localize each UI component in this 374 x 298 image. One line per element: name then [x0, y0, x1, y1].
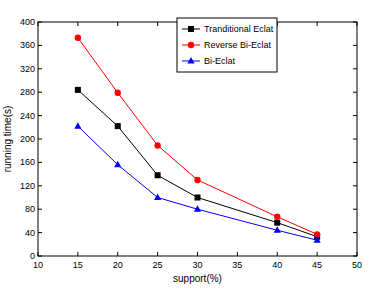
- x-tick-label: 15: [73, 260, 83, 270]
- x-axis-label: support(%): [173, 273, 222, 284]
- y-tick: [38, 209, 42, 210]
- y-tick: [38, 162, 42, 163]
- x-tick-top: [77, 22, 78, 26]
- x-tick-label: 50: [352, 260, 362, 270]
- series-marker: [115, 90, 121, 96]
- series-marker: [195, 195, 201, 201]
- x-tick: [317, 252, 318, 256]
- x-tick: [157, 252, 158, 256]
- y-tick-label: 40: [25, 228, 35, 238]
- chart-container: 10 15 20 25 30 35 40 45 50 0 40 80 120 160 200 240 280 32…: [0, 0, 374, 298]
- y-tick-right: [353, 115, 357, 116]
- series-marker: [314, 236, 321, 243]
- legend-marker: [188, 26, 194, 32]
- y-tick: [38, 232, 42, 233]
- x-tick-label: 45: [312, 260, 322, 270]
- legend-marker: [187, 57, 194, 64]
- x-tick: [117, 252, 118, 256]
- legend-label: Tranditional Eclat: [204, 24, 274, 34]
- series-marker: [74, 122, 81, 129]
- series-line: [78, 126, 317, 240]
- chart-svg: 10 15 20 25 30 35 40 45 50 0 40 80 120 160 200 240 280 32…: [0, 0, 374, 298]
- x-tick: [77, 252, 78, 256]
- y-tick-label: 0: [30, 251, 35, 261]
- y-tick-right: [353, 139, 357, 140]
- series-marker: [194, 205, 201, 212]
- x-tick-top: [357, 22, 358, 26]
- y-tick: [38, 115, 42, 116]
- x-tick-label: 30: [192, 260, 202, 270]
- series-marker: [154, 194, 161, 201]
- x-tick-label: 35: [232, 260, 242, 270]
- series-marker: [114, 161, 121, 168]
- y-tick-right: [353, 45, 357, 46]
- series-marker: [154, 142, 160, 148]
- y-tick-label: 320: [20, 64, 35, 74]
- x-tick-top: [38, 22, 39, 26]
- y-tick: [38, 139, 42, 140]
- x-tick-label: 10: [33, 260, 43, 270]
- y-tick: [38, 185, 42, 186]
- y-tick: [38, 68, 42, 69]
- y-tick-right: [353, 185, 357, 186]
- legend-label: Bi-Eclat: [204, 56, 236, 66]
- y-tick: [38, 22, 42, 23]
- y-tick-label: 360: [20, 40, 35, 50]
- legend-box: [177, 18, 277, 72]
- y-tick-right: [353, 256, 357, 257]
- legend-marker: [188, 42, 194, 48]
- y-tick-label: 240: [20, 111, 35, 121]
- y-tick-label: 400: [20, 17, 35, 27]
- series-marker: [75, 87, 81, 93]
- y-tick-right: [353, 162, 357, 163]
- series-marker: [194, 177, 200, 183]
- x-tick: [357, 252, 358, 256]
- series-marker: [274, 226, 281, 233]
- y-tick-label: 120: [20, 181, 35, 191]
- x-tick: [277, 252, 278, 256]
- legend-label: Reverse Bi-Eclat: [204, 40, 272, 50]
- series-marker: [115, 123, 121, 129]
- y-tick-right: [353, 232, 357, 233]
- x-tick-label: 40: [272, 260, 282, 270]
- x-tick: [237, 252, 238, 256]
- series-marker: [155, 172, 161, 178]
- y-tick-label: 200: [20, 134, 35, 144]
- y-axis-label: running time(s): [2, 106, 13, 173]
- x-tick-label: 25: [153, 260, 163, 270]
- y-tick-label: 80: [25, 204, 35, 214]
- x-tick: [197, 252, 198, 256]
- x-tick-top: [317, 22, 318, 26]
- x-tick-label: 20: [113, 260, 123, 270]
- y-tick-right: [353, 68, 357, 69]
- series-marker: [274, 220, 280, 226]
- y-tick-right: [353, 209, 357, 210]
- y-tick-label: 280: [20, 87, 35, 97]
- x-tick-top: [157, 22, 158, 26]
- y-tick: [38, 45, 42, 46]
- x-tick: [38, 252, 39, 256]
- y-tick-label: 160: [20, 157, 35, 167]
- y-tick: [38, 92, 42, 93]
- x-tick-top: [117, 22, 118, 26]
- series-line: [78, 90, 317, 237]
- y-tick-right: [353, 22, 357, 23]
- y-tick: [38, 256, 42, 257]
- legend: Tranditional Eclat Reverse Bi-Eclat Bi-Ecl…: [177, 18, 277, 72]
- y-tick-right: [353, 92, 357, 93]
- series-marker: [75, 35, 81, 41]
- series-marker: [274, 214, 280, 220]
